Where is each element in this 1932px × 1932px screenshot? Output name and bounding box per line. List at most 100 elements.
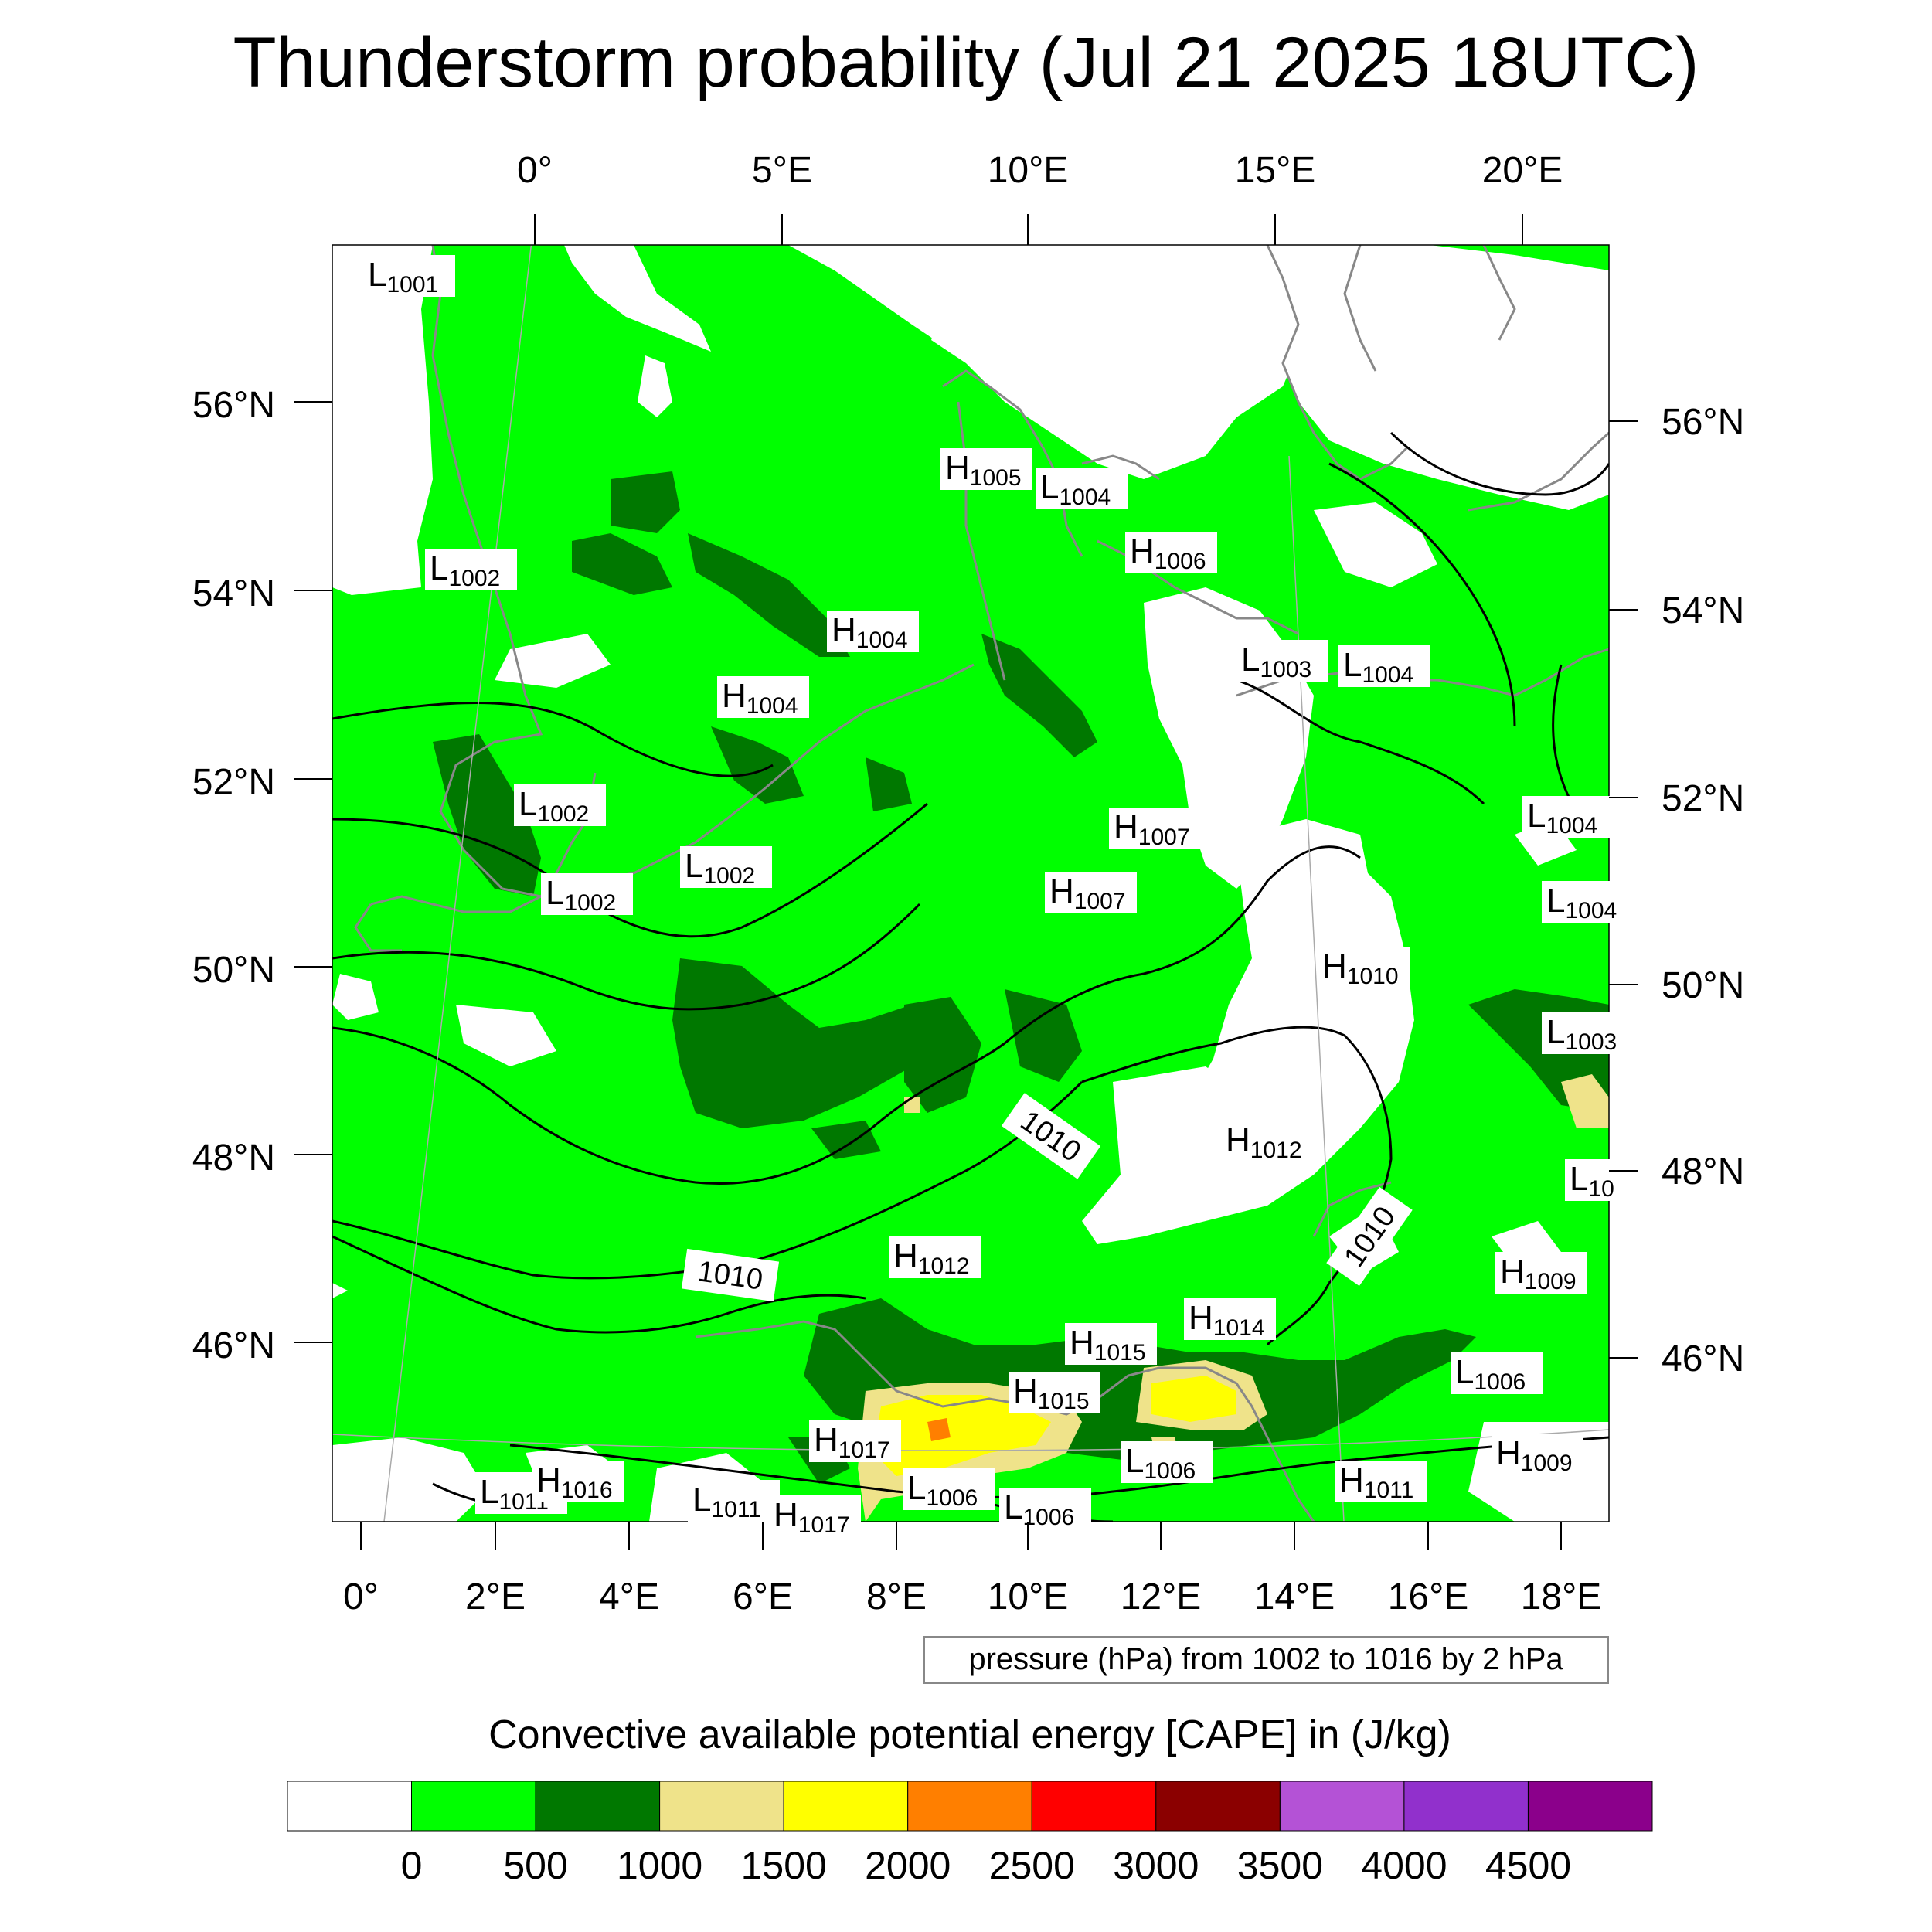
pressure-center-label: L1003 <box>1542 1012 1634 1055</box>
pressure-center-text: H1006 <box>1130 532 1206 574</box>
pressure-center-text: L1006 <box>1004 1488 1074 1530</box>
pressure-center-text: L1002 <box>546 874 616 916</box>
pressure-center-text: H1009 <box>1496 1434 1573 1476</box>
pressure-center-label: H1017 <box>769 1495 861 1538</box>
right-lat-label-48n: 48°N <box>1662 1151 1744 1192</box>
pressure-center-label: L1006 <box>999 1488 1091 1530</box>
pressure-center-label: L1001 <box>363 255 455 298</box>
pressure-center-text: L1003 <box>1241 641 1311 682</box>
right-lat-label-54n: 54°N <box>1662 590 1744 631</box>
pressure-center-label: L1002 <box>425 549 517 591</box>
colorbar-swatch <box>783 1781 909 1832</box>
colorbar-swatch <box>659 1781 784 1832</box>
pressure-center-text: H1015 <box>1070 1324 1146 1366</box>
colorbar-tick-label: 2500 <box>989 1844 1075 1887</box>
contour-info-box: pressure (hPa) from 1002 to 1016 by 2 hP… <box>923 1636 1609 1684</box>
bottom-lon-label-8e: 8°E <box>866 1577 927 1617</box>
pressure-center-text: L10 <box>1570 1160 1614 1202</box>
pressure-center-text: H1007 <box>1114 808 1190 850</box>
pressure-center-text: H1015 <box>1013 1372 1090 1414</box>
pressure-center-label: L1004 <box>1522 796 1614 838</box>
pressure-center-text: L1004 <box>1527 797 1597 838</box>
pressure-center-text: H1004 <box>722 677 798 719</box>
pressure-center-label: H1005 <box>940 448 1032 491</box>
pressure-center-label: L1006 <box>903 1468 995 1511</box>
pressure-center-label: H1007 <box>1045 872 1137 914</box>
pressure-center-label: L10 <box>1565 1159 1630 1202</box>
pressure-center-text: L1001 <box>368 256 438 298</box>
colorbar-swatch <box>1279 1781 1405 1832</box>
left-lat-label-46n: 46°N <box>192 1325 275 1366</box>
pressure-center-text: H1017 <box>774 1496 850 1538</box>
pressure-center-label: L1004 <box>1542 881 1634 923</box>
right-lat-label-56n: 56°N <box>1662 402 1744 443</box>
pressure-center-label: H1014 <box>1184 1298 1276 1341</box>
left-lat-label-52n: 52°N <box>192 762 275 803</box>
pressure-center-text: L1002 <box>519 785 589 827</box>
top-lon-label-10e: 10°E <box>988 150 1069 191</box>
pressure-center-text: L1011 <box>692 1481 761 1522</box>
pressure-centers: L1001 H1005 L1004 H1006 L1002 H1004 H1004 L1003… <box>363 255 1634 1538</box>
colorbar-tick-label: 3000 <box>1113 1844 1199 1887</box>
colorbar-tick-label: 1500 <box>741 1844 827 1887</box>
colorbar-swatch <box>907 1781 1032 1832</box>
pressure-center-label: L1004 <box>1338 645 1430 688</box>
bottom-lon-label-14e: 14°E <box>1254 1577 1335 1617</box>
pressure-center-label: L1006 <box>1451 1352 1543 1395</box>
left-lat-axis: 56°N 54°N 52°N 50°N 48°N 46°N <box>192 385 332 1366</box>
pressure-center-text: H1010 <box>1322 947 1399 989</box>
pressure-center-text: L1002 <box>685 847 755 889</box>
colorbar-swatch <box>411 1781 536 1832</box>
pressure-center-text: L1004 <box>1040 468 1111 510</box>
top-lon-label-5e: 5°E <box>752 150 812 191</box>
colorbar-swatch <box>1031 1781 1157 1832</box>
bottom-lon-label-2e: 2°E <box>465 1577 526 1617</box>
cape-2000-2500-regions <box>927 1418 951 1441</box>
colorbar-tick-label: 3500 <box>1237 1844 1323 1887</box>
pressure-center-label: H1007 <box>1109 808 1201 850</box>
left-lat-label-54n: 54°N <box>192 573 275 614</box>
colorbar-tick-label: 4500 <box>1485 1844 1571 1887</box>
pressure-center-text: H1007 <box>1049 872 1126 914</box>
pressure-center-text: H1012 <box>893 1237 970 1279</box>
pressure-center-label: L1011 <box>688 1480 780 1522</box>
figure-title: Thunderstorm probability (Jul 21 2025 18… <box>233 23 1699 102</box>
pressure-center-text: H1004 <box>832 611 908 653</box>
pressure-center-label: H1016 <box>532 1461 624 1503</box>
pressure-center-label: H1004 <box>717 676 809 719</box>
bottom-lon-label-6e: 6°E <box>733 1577 793 1617</box>
pressure-center-text: L1006 <box>1125 1442 1196 1484</box>
pressure-center-text: H1017 <box>814 1421 890 1463</box>
contour-info-text: pressure (hPa) from 1002 to 1016 by 2 hP… <box>968 1642 1563 1676</box>
bottom-lon-label-10e: 10°E <box>988 1577 1069 1617</box>
right-lat-label-46n: 46°N <box>1662 1338 1744 1379</box>
cape-colorbar: 0 500 1000 1500 2000 2500 3000 3500 4000 4500 <box>287 1781 1653 1887</box>
pressure-center-label: H1006 <box>1125 532 1217 574</box>
pressure-center-label: H1004 <box>827 611 919 653</box>
right-lat-axis: 56°N 54°N 52°N 50°N 48°N 46°N <box>1609 402 1744 1379</box>
left-lat-label-56n: 56°N <box>192 385 275 426</box>
pressure-center-text: H1011 <box>1339 1461 1413 1503</box>
top-lon-label-0: 0° <box>517 150 553 191</box>
pressure-center-label: H1015 <box>1009 1372 1100 1414</box>
pressure-center-text: H1009 <box>1500 1253 1577 1294</box>
cape-zero-regions <box>332 245 1609 1522</box>
left-lat-label-48n: 48°N <box>192 1138 275 1179</box>
colorbar-swatch <box>287 1781 412 1832</box>
pressure-center-label: L1002 <box>541 873 633 916</box>
right-lat-label-50n: 50°N <box>1662 965 1744 1006</box>
colorbar-tick-label: 1000 <box>617 1844 702 1887</box>
bottom-lon-label-0: 0° <box>343 1577 379 1617</box>
pressure-center-label: H1009 <box>1492 1434 1583 1476</box>
colorbar-tick-label: 4000 <box>1361 1844 1447 1887</box>
pressure-center-label: H1011 <box>1335 1461 1427 1503</box>
pressure-center-label: L1002 <box>680 846 772 889</box>
pressure-center-label: H1010 <box>1318 947 1410 989</box>
pressure-center-text: L1004 <box>1546 882 1617 923</box>
pressure-center-label: H1017 <box>809 1420 901 1463</box>
pressure-center-text: L1003 <box>1546 1013 1617 1055</box>
bottom-lon-label-16e: 16°E <box>1388 1577 1469 1617</box>
left-lat-label-50n: 50°N <box>192 950 275 991</box>
pressure-center-text: L1006 <box>907 1469 978 1511</box>
pressure-center-text: H1012 <box>1226 1121 1302 1163</box>
